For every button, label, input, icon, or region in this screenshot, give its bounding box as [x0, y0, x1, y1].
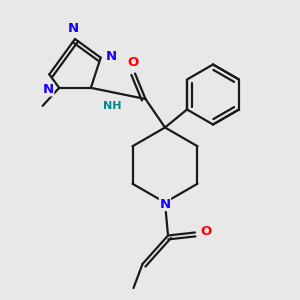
Text: O: O	[200, 225, 212, 239]
Text: O: O	[128, 56, 139, 69]
Text: N: N	[43, 83, 54, 96]
Text: N: N	[68, 22, 79, 35]
Text: N: N	[159, 197, 171, 211]
Text: NH: NH	[103, 101, 122, 111]
Text: N: N	[106, 50, 117, 63]
